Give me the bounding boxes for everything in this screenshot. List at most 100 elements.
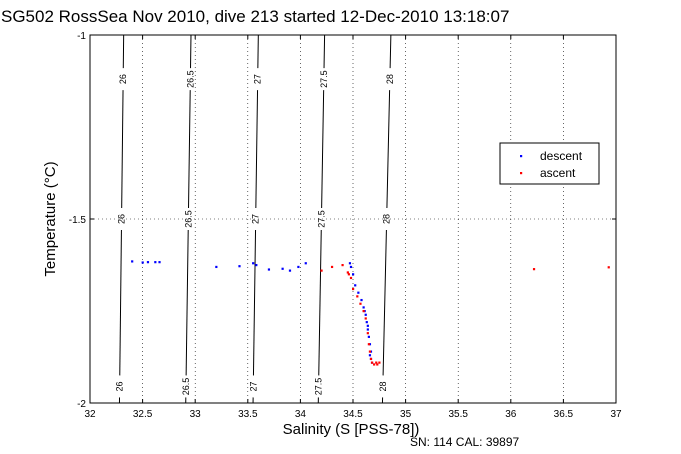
ascent-point: [532, 268, 536, 271]
ascent-point: [368, 350, 372, 353]
contour-label: 26: [117, 214, 127, 224]
descent-point: [281, 267, 284, 270]
contour-label: 26: [115, 381, 125, 391]
ascent-point: [359, 302, 362, 305]
descent-point: [367, 335, 370, 338]
x-axis-label: Salinity (S [PSS-78]): [283, 421, 420, 438]
x-tick-label: 34.5: [343, 409, 363, 420]
ascent-point: [320, 269, 323, 272]
grid: [90, 35, 616, 403]
descent-point: [357, 291, 360, 294]
contour-segment: [188, 90, 191, 209]
ascent-point: [330, 265, 334, 269]
contour-label: 27: [253, 74, 263, 84]
descent-point: [362, 306, 365, 309]
density-contour: 26.5 26.5 26.5: [181, 34, 195, 404]
y-axis-ticks: -2 -1.5 -1: [69, 31, 616, 410]
x-tick-label: 36: [505, 409, 517, 420]
legend-marker-ascent: [520, 172, 523, 175]
ascent-point: [364, 317, 367, 320]
legend-label-descent: descent: [540, 149, 583, 163]
contour-label: 27.5: [316, 210, 326, 228]
ascent-point: [376, 363, 379, 366]
contour-segment: [185, 229, 189, 376]
contour-label: 27.5: [319, 70, 329, 88]
ascent-point: [352, 287, 355, 291]
y-tick-label: -2: [77, 399, 86, 410]
ascent-point: [378, 361, 381, 364]
descent-point: [141, 261, 144, 264]
descent-point: [366, 328, 369, 331]
descent-point: [368, 354, 372, 357]
contour-segment: [321, 90, 325, 209]
x-tick-label: 33.5: [238, 409, 258, 420]
descent-point: [348, 262, 352, 265]
x-tick-label: 36.5: [554, 409, 574, 420]
x-tick-label: 32.5: [133, 409, 153, 420]
descent-point: [297, 265, 300, 269]
contour-label: 26.5: [183, 210, 193, 228]
contour-label: 26.5: [185, 70, 195, 88]
ascent-point: [607, 266, 610, 269]
density-contour: 27 27 27: [248, 34, 263, 404]
contour-segment: [386, 90, 391, 209]
contour-label: 28: [378, 381, 388, 391]
y-tick-label: -1: [77, 31, 86, 42]
descent-point: [215, 265, 218, 269]
contour-segment: [121, 90, 124, 209]
contour-label: 27: [248, 381, 258, 391]
contour-segment: [323, 34, 326, 69]
ascent-point: [349, 276, 353, 280]
descent-point: [158, 261, 161, 264]
contour-label: 26.5: [181, 378, 191, 396]
contour-label: 26: [118, 74, 128, 84]
x-tick-label: 37: [610, 409, 622, 420]
descent-point: [352, 273, 355, 276]
ascent-point: [356, 295, 359, 298]
ascent-point: [362, 310, 365, 313]
descent-point: [365, 321, 368, 324]
contour-segment: [389, 34, 392, 69]
ascent-point: [373, 363, 376, 366]
contour-segment: [382, 229, 387, 376]
legend-box: [499, 142, 600, 185]
x-tick-label: 32: [84, 409, 96, 420]
contour-segment: [119, 229, 122, 376]
density-contour: 26 26 26: [115, 34, 128, 404]
descent-point: [131, 260, 134, 263]
density-contours: 26 26 26 26.5 26.5 26.5 27 27 27 27.5 27.5 27.5 28 28…: [115, 34, 395, 404]
descent-point: [146, 261, 150, 264]
contour-label: 27: [251, 214, 261, 224]
chart-title: SG502 RossSea Nov 2010, dive 213 started…: [1, 7, 509, 26]
contour-label: 27.5: [314, 378, 324, 396]
ascent-point: [369, 357, 373, 361]
x-tick-label: 35.5: [448, 409, 468, 420]
y-tick-label: -1.5: [69, 215, 87, 226]
descent-point: [288, 269, 292, 272]
x-axis-ticks: 32 32.5 33 33.5 34 34.5 35 35.5 36 36.5 37: [84, 35, 622, 420]
x-tick-label: 33: [190, 409, 202, 420]
legend-marker-descent: [520, 155, 523, 158]
contour-label: 28: [382, 214, 392, 224]
descent-point: [238, 265, 241, 268]
x-tick-label: 35: [400, 409, 412, 420]
descent-point: [364, 313, 367, 316]
contour-segment: [252, 229, 257, 376]
ascent-point: [370, 361, 374, 364]
y-axis-label: Temperature (°C): [42, 161, 59, 276]
density-contour: 27.5 27.5 27.5: [314, 34, 329, 404]
descent-point: [349, 265, 353, 269]
descent-point: [154, 261, 157, 264]
ascent-point: [346, 271, 349, 274]
ascent-point: [347, 273, 350, 276]
legend-label-ascent: ascent: [540, 166, 576, 180]
descent-point: [354, 284, 357, 287]
calibration-note: SN: 114 CAL: 39897: [410, 435, 520, 449]
ascent-point: [341, 264, 344, 267]
descent-point: [252, 262, 255, 265]
descent-point: [360, 298, 363, 302]
legend: descent ascent: [499, 142, 600, 185]
ascent-point: [375, 361, 378, 364]
contour-label: 28: [385, 74, 395, 84]
